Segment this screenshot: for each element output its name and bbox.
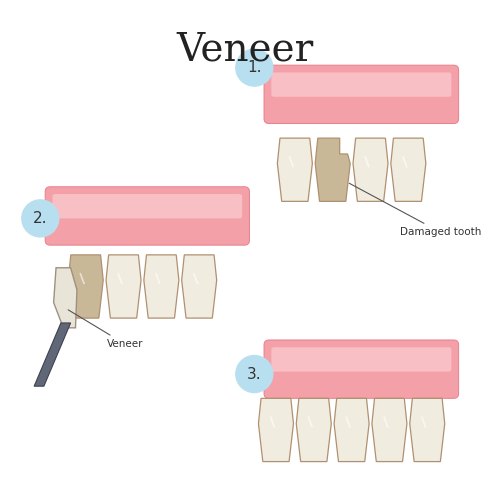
Polygon shape <box>353 138 388 202</box>
FancyBboxPatch shape <box>272 348 452 372</box>
Polygon shape <box>54 268 77 328</box>
FancyBboxPatch shape <box>264 340 458 398</box>
Polygon shape <box>68 255 103 318</box>
Polygon shape <box>372 398 407 462</box>
FancyBboxPatch shape <box>264 65 458 124</box>
Text: 3.: 3. <box>247 366 262 382</box>
Polygon shape <box>278 138 312 202</box>
Polygon shape <box>106 255 141 318</box>
Text: Damaged tooth: Damaged tooth <box>349 183 482 238</box>
Polygon shape <box>410 398 444 462</box>
Circle shape <box>22 200 59 237</box>
Polygon shape <box>144 255 179 318</box>
FancyBboxPatch shape <box>52 194 242 218</box>
Text: Veneer: Veneer <box>176 31 313 68</box>
Text: 2.: 2. <box>33 211 48 226</box>
Circle shape <box>236 49 273 86</box>
Polygon shape <box>34 323 70 386</box>
Polygon shape <box>391 138 426 202</box>
FancyBboxPatch shape <box>45 187 250 245</box>
Text: Veneer: Veneer <box>68 310 144 350</box>
Polygon shape <box>296 398 332 462</box>
Text: 1.: 1. <box>247 60 262 75</box>
Polygon shape <box>182 255 216 318</box>
Circle shape <box>236 356 273 393</box>
Polygon shape <box>334 398 369 462</box>
FancyBboxPatch shape <box>272 72 452 97</box>
Polygon shape <box>315 138 350 202</box>
Polygon shape <box>258 398 294 462</box>
